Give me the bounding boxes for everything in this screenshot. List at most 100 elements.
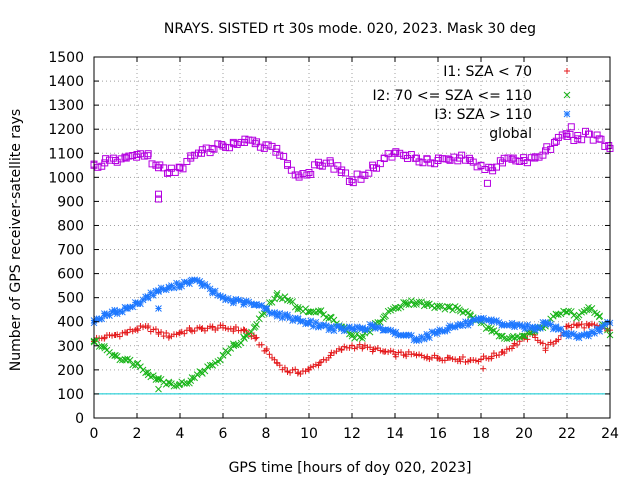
series-marker-cross [444,303,451,310]
series-marker-square [334,162,342,170]
series-marker-square [492,163,500,171]
series-marker-square [547,145,555,153]
series-marker-plus [158,329,165,336]
series-marker-square [496,157,504,165]
series-marker-plus [372,345,379,352]
series-marker-cross [134,359,142,367]
series-marker-plus [382,348,389,355]
series-marker-cross [407,297,415,304]
series-marker-plus [230,328,237,335]
grid [94,57,610,418]
series-marker-plus [119,329,126,336]
x-tick-label: 6 [219,426,228,442]
series-marker-square [264,141,272,149]
series-marker-cross [552,310,560,318]
series-marker-square [98,162,106,170]
series-marker-square [388,153,396,161]
series-marker-plus [315,362,322,369]
series-marker-cross [253,321,260,328]
x-tick-label: 0 [90,426,99,442]
outlier-point [155,305,162,312]
y-tick-label: 1500 [48,50,84,66]
series-marker-cross [119,356,126,364]
series-marker-cross [358,335,366,342]
series-marker-plus [281,364,288,371]
series-marker-square [574,131,582,139]
series-marker-star [462,318,469,326]
series-marker-star [415,336,423,344]
series-marker-plus [134,327,141,334]
legend-marker-star [563,110,571,118]
series-marker-cross [219,351,227,359]
series-marker-star [536,325,544,332]
series-marker-cross [521,332,529,340]
series-marker-square [167,164,175,172]
series-marker-square [431,160,439,168]
series-marker-square [210,145,218,153]
series-marker-plus [220,322,226,329]
series-marker-star [196,278,204,285]
series-marker-square [601,142,609,150]
series-marker-square [570,137,578,145]
x-tick-label: 20 [515,426,533,442]
series-marker-plus [434,355,441,362]
y-tick-label: 500 [57,291,84,307]
series-marker-plus [284,368,291,375]
series-marker-plus [542,347,549,354]
series-marker-plus [263,345,270,352]
series-marker-plus [173,331,180,338]
series-marker-plus [346,344,353,351]
series-marker-square [349,179,357,187]
series-marker-star [142,293,149,301]
data-point-square [552,137,560,145]
series-marker-square [566,130,574,138]
y-tick-label: 700 [57,243,84,259]
series-marker-square [477,162,485,170]
series-marker-cross [583,306,591,314]
series-marker-square [361,171,369,179]
data-point-cross [155,376,162,383]
series-marker-plus [266,351,273,358]
series-marker-cross [604,326,611,334]
series-marker-plus [109,332,116,339]
series-marker-plus [137,322,144,329]
series-marker-cross [201,367,209,375]
x-tick-label: 18 [472,426,490,442]
series-marker-plus [253,334,260,341]
series-marker-square [508,155,516,163]
series-marker-square [578,136,586,144]
series-marker-square [105,156,113,164]
series-marker-square [597,135,605,143]
series-marker-square [253,138,261,146]
series-marker-star [263,305,271,313]
x-axis-label: GPS time [hours of doy 020, 2023] [229,460,472,476]
series-marker-plus [573,322,580,329]
series-marker-square [342,169,350,177]
series-marker-square [291,171,299,179]
data-point-cross [144,368,152,376]
series-marker-star [513,321,521,328]
series-marker-plus [591,321,598,328]
series-marker-square [225,144,233,152]
series-marker-cross [415,298,423,306]
series-marker-star [152,287,160,295]
series-marker-square [392,148,400,156]
y-axis-label: Number of GPS receiver-satellite rays [8,109,24,371]
series-marker-cross [266,299,273,306]
series-marker-cross [95,343,103,350]
outlier-point [483,179,491,187]
series-marker-plus [514,341,521,348]
series-marker-plus [537,339,544,346]
series-marker-square [438,155,446,163]
x-tick-label: 14 [386,426,404,442]
series-marker-plus [232,324,239,331]
series-marker-cross [183,379,191,387]
series-marker-plus [498,349,505,356]
series-marker-square [442,155,450,163]
series-marker-plus [416,351,423,358]
y-tick-label: 800 [57,218,84,234]
series-marker-square [365,169,373,177]
legend-label: global [489,126,532,142]
series-marker-plus [351,345,358,352]
legend-label: I2: 70 <= SZA <= 110 [372,88,532,104]
